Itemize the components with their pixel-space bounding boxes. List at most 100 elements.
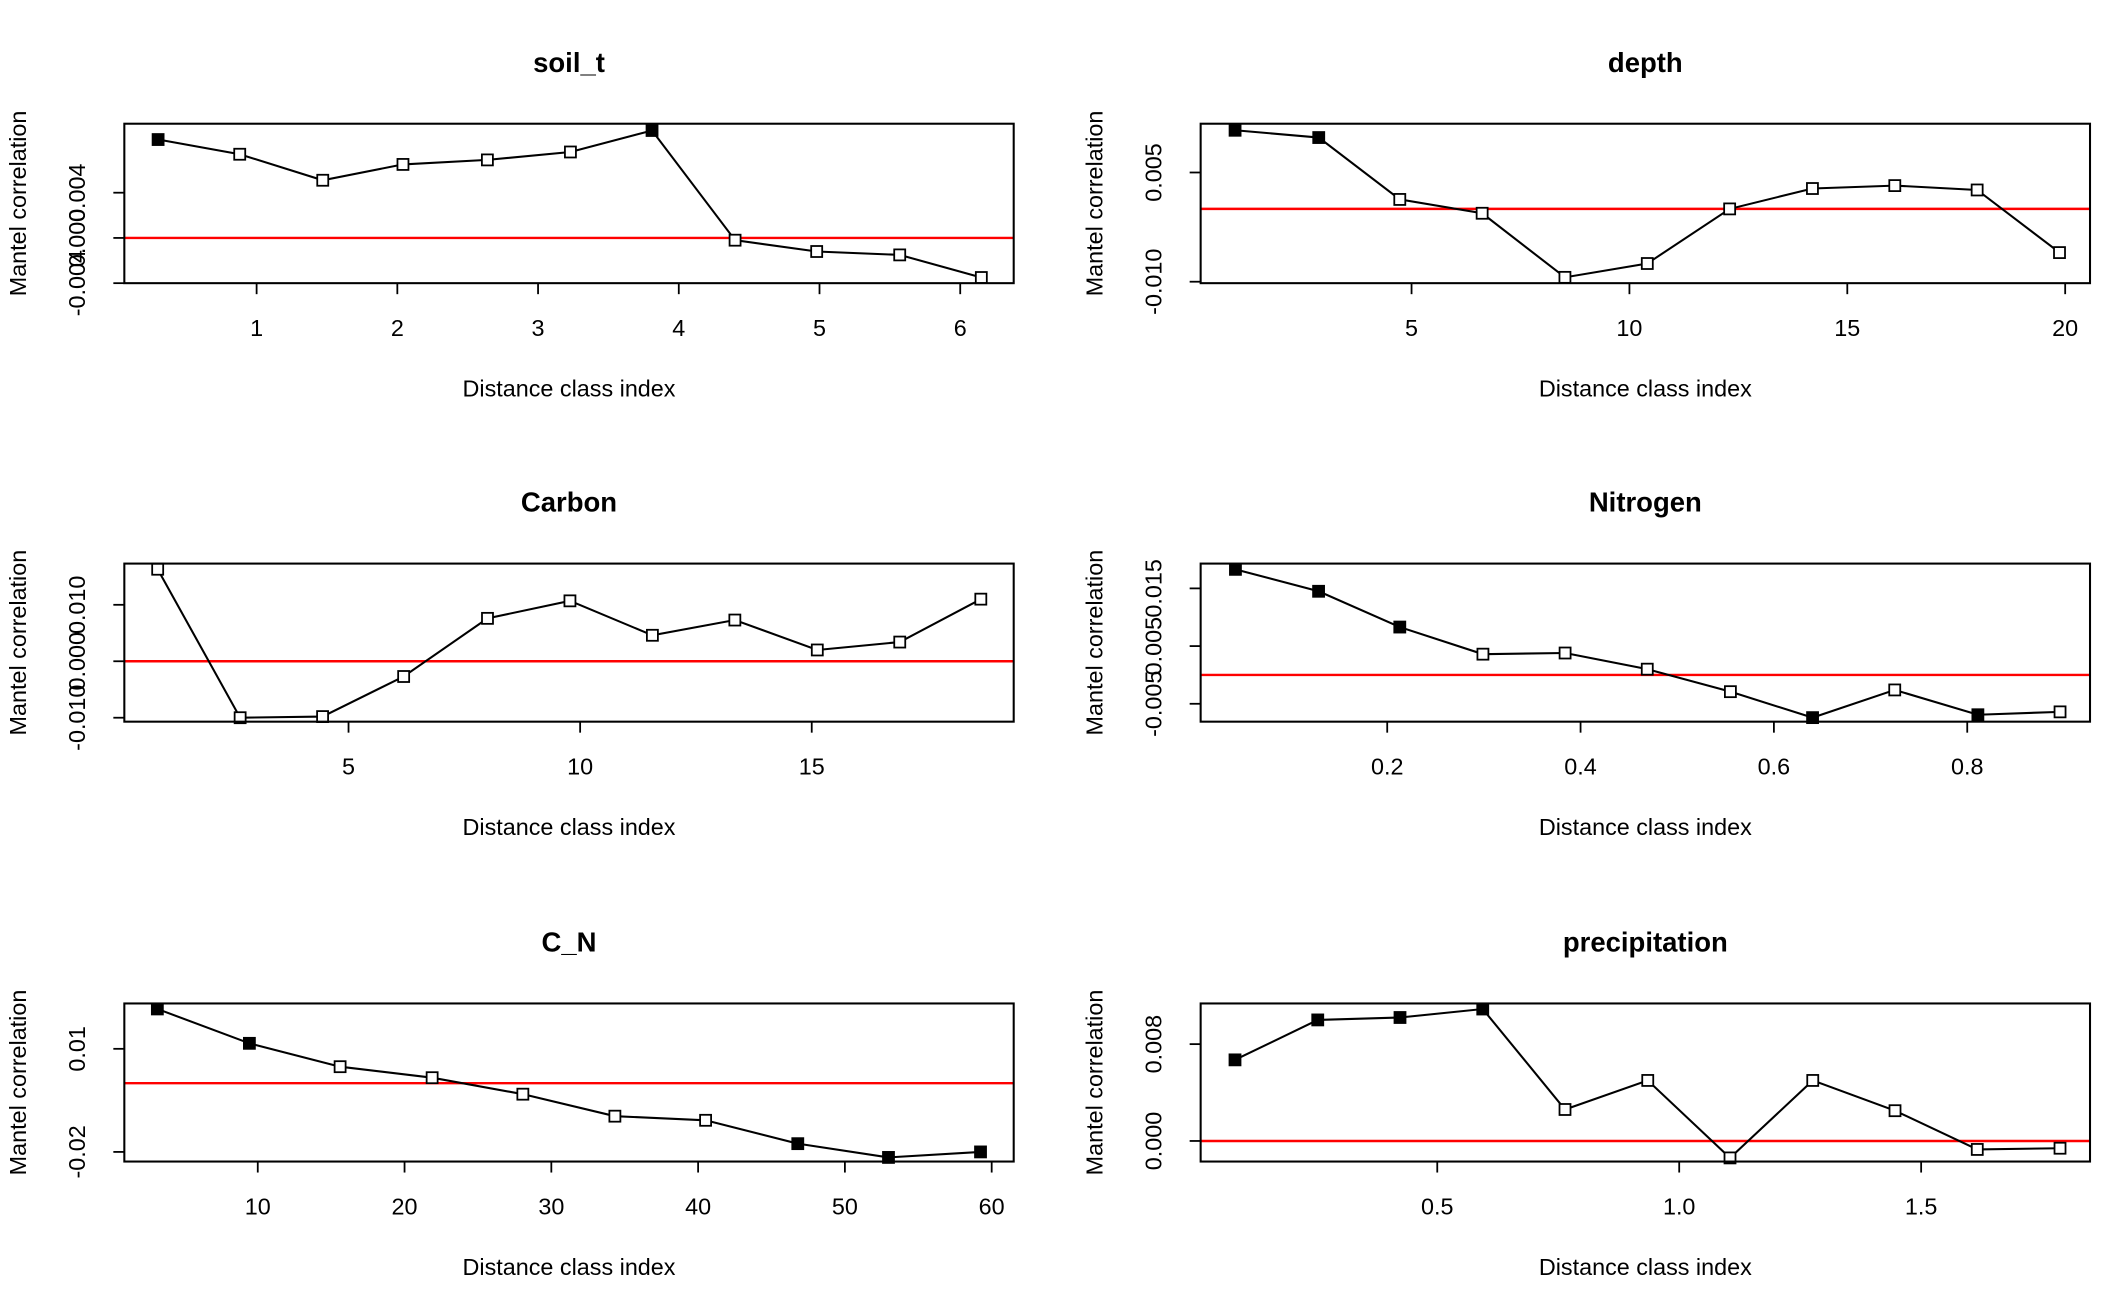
x-tick-label: 10 xyxy=(245,1193,271,1219)
panel-title: Nitrogen xyxy=(1589,487,1702,518)
x-tick-label: 20 xyxy=(392,1193,418,1219)
data-point xyxy=(233,147,247,161)
x-axis-label: Distance class index xyxy=(1539,814,1752,840)
data-point xyxy=(1558,646,1572,660)
y-tick-label: 0.000 xyxy=(64,209,90,267)
panel: precipitation Distance class index Mantel … xyxy=(1081,927,2092,1280)
data-point xyxy=(728,233,742,247)
plot-frame xyxy=(123,562,1015,723)
data-point xyxy=(1229,562,1242,576)
data-point xyxy=(425,1071,439,1085)
x-tick-label: 0.2 xyxy=(1371,754,1403,780)
data-point xyxy=(1970,183,1984,197)
data-point xyxy=(1724,685,1737,699)
y-tick-label: -0.02 xyxy=(64,1125,90,1178)
data-point xyxy=(893,248,907,262)
data-point xyxy=(791,1137,805,1151)
x-axis-label: Distance class index xyxy=(1539,1254,1752,1280)
data-point xyxy=(1393,1011,1407,1024)
panel: Nitrogen Distance class index Mantel corre… xyxy=(1081,487,2092,840)
data-line xyxy=(1234,129,2061,279)
x-tick-label: 15 xyxy=(1834,315,1860,341)
data-line xyxy=(156,568,982,719)
data-point xyxy=(316,710,329,723)
data-point xyxy=(2053,246,2066,259)
data-point xyxy=(1723,1151,1737,1165)
data-point xyxy=(233,711,247,725)
data-point xyxy=(893,635,907,649)
data-point xyxy=(1476,1002,1490,1016)
data-line xyxy=(1235,568,2061,719)
y-axis-label: Mantel correlation xyxy=(5,550,31,736)
data-point xyxy=(1641,1074,1655,1087)
x-tick-label: 5 xyxy=(342,754,355,780)
y-tick-label: -0.005 xyxy=(1140,671,1166,737)
data-point xyxy=(1888,683,1902,697)
data-point xyxy=(2053,1141,2067,1155)
data-point xyxy=(1228,1053,1242,1067)
plot-frame xyxy=(123,122,1015,285)
x-tick-label: 40 xyxy=(685,1193,711,1219)
y-tick-label: 0.000 xyxy=(64,632,90,690)
data-point xyxy=(810,643,824,657)
panel: depth Distance class index Mantel correlat… xyxy=(1081,47,2092,402)
x-tick-label: 4 xyxy=(672,315,685,341)
panel-title: C_N xyxy=(542,927,597,958)
data-point xyxy=(646,628,659,642)
data-point xyxy=(1970,1143,1984,1156)
panel: soil_t Distance class index Mantel correla… xyxy=(5,47,1015,402)
y-tick-label: 0.000 xyxy=(1140,1112,1166,1170)
data-point xyxy=(1888,1104,1902,1118)
x-tick-label: 2 xyxy=(391,315,404,341)
data-point xyxy=(608,1109,622,1123)
data-point xyxy=(974,271,988,284)
x-tick-label: 3 xyxy=(532,315,545,341)
data-point xyxy=(1806,1074,1820,1087)
data-point xyxy=(481,153,494,167)
data-point xyxy=(151,133,165,146)
data-point xyxy=(1723,202,1737,216)
y-tick-label: -0.010 xyxy=(1140,249,1166,315)
data-point xyxy=(1806,711,1819,725)
data-point xyxy=(2053,705,2067,719)
panel: Carbon Distance class index Mantel correla… xyxy=(5,487,1015,840)
data-point xyxy=(1640,257,1654,270)
y-axis-label: Mantel correlation xyxy=(1081,550,1107,736)
data-point xyxy=(1971,708,1985,722)
x-tick-label: 0.4 xyxy=(1564,754,1596,780)
y-tick-label: 0.015 xyxy=(1140,559,1166,617)
x-tick-label: 50 xyxy=(832,1193,858,1219)
y-tick-label: -0.010 xyxy=(64,685,90,751)
x-tick-label: 0.5 xyxy=(1421,1193,1453,1219)
data-point xyxy=(1476,647,1490,661)
data-point xyxy=(397,670,411,683)
data-point xyxy=(151,562,165,576)
data-point xyxy=(564,145,577,159)
x-tick-label: 1.5 xyxy=(1905,1193,1937,1219)
x-tick-label: 0.6 xyxy=(1758,754,1790,780)
plot-frame xyxy=(1199,122,2092,285)
data-point xyxy=(1806,182,1819,195)
x-tick-label: 15 xyxy=(799,754,825,780)
y-tick-label: 0.008 xyxy=(1140,1015,1166,1073)
x-tick-label: 10 xyxy=(567,754,593,780)
data-point xyxy=(1393,620,1407,634)
panel: C_N Distance class index Mantel correlatio… xyxy=(5,927,1015,1280)
data-point xyxy=(396,158,410,171)
data-point xyxy=(699,1113,712,1127)
data-point xyxy=(243,1036,256,1050)
panel-title: depth xyxy=(1608,47,1683,78)
panel-title: Carbon xyxy=(521,487,617,518)
data-point xyxy=(1475,206,1489,220)
y-tick-label: -0.004 xyxy=(64,250,90,316)
data-point xyxy=(1393,193,1407,206)
data-point xyxy=(810,245,824,258)
data-line xyxy=(156,1007,981,1159)
data-point xyxy=(974,1145,987,1159)
data-point xyxy=(882,1151,895,1164)
data-point xyxy=(1312,584,1325,598)
data-point xyxy=(333,1060,347,1074)
x-axis-label: Distance class index xyxy=(463,1254,676,1280)
data-point xyxy=(1558,270,1572,284)
